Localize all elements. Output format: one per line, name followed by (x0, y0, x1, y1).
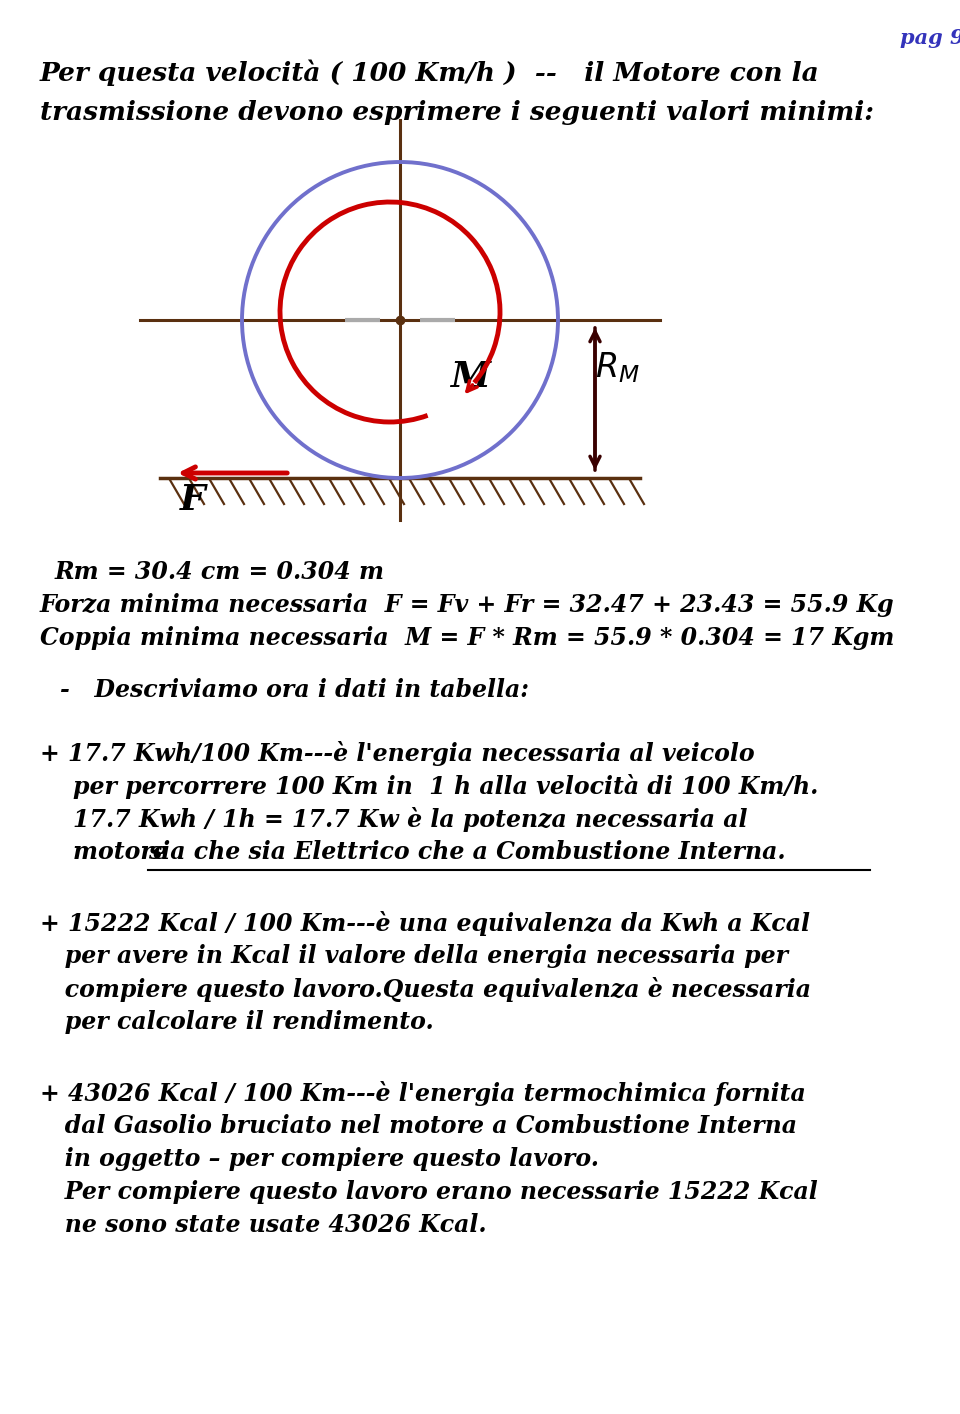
Text: + 43026 Kcal / 100 Km---è l'energia termochimica fornita: + 43026 Kcal / 100 Km---è l'energia term… (40, 1080, 805, 1106)
Text: per avere in Kcal il valore della energia necessaria per: per avere in Kcal il valore della energi… (40, 945, 788, 969)
Text: motore: motore (40, 840, 176, 864)
Text: 17.7 Kwh / 1h = 17.7 Kw è la potenza necessaria al: 17.7 Kwh / 1h = 17.7 Kw è la potenza nec… (40, 807, 748, 831)
Text: -   Descriviamo ora i dati in tabella:: - Descriviamo ora i dati in tabella: (60, 677, 529, 701)
Text: Rm = 30.4 cm = 0.304 m: Rm = 30.4 cm = 0.304 m (55, 560, 385, 584)
Text: + 15222 Kcal / 100 Km---è una equivalenza da Kwh a Kcal: + 15222 Kcal / 100 Km---è una equivalenz… (40, 911, 810, 936)
Text: $R_M$: $R_M$ (595, 351, 639, 385)
Text: Per questa velocità ( 100 Km/h )  --   il Motore con la: Per questa velocità ( 100 Km/h ) -- il M… (40, 59, 820, 86)
Text: per percorrere 100 Km in  1 h alla velocità di 100 Km/h.: per percorrere 100 Km in 1 h alla veloci… (40, 773, 818, 799)
Text: F: F (180, 484, 205, 518)
Text: Per compiere questo lavoro erano necessarie 15222 Kcal: Per compiere questo lavoro erano necessa… (40, 1181, 818, 1203)
Text: ne sono state usate 43026 Kcal.: ne sono state usate 43026 Kcal. (40, 1213, 487, 1237)
Text: sia che sia Elettrico che a Combustione Interna.: sia che sia Elettrico che a Combustione … (148, 840, 785, 864)
Text: + 17.7 Kwh/100 Km---è l'energia necessaria al veicolo: + 17.7 Kwh/100 Km---è l'energia necessar… (40, 741, 755, 766)
Text: pag 9: pag 9 (900, 28, 960, 48)
Text: dal Gasolio bruciato nel motore a Combustione Interna: dal Gasolio bruciato nel motore a Combus… (40, 1114, 797, 1138)
Text: per calcolare il rendimento.: per calcolare il rendimento. (40, 1010, 434, 1034)
Text: Coppia minima necessaria  M = F * Rm = 55.9 * 0.304 = 17 Kgm: Coppia minima necessaria M = F * Rm = 55… (40, 626, 895, 650)
Text: trasmissione devono esprimere i seguenti valori minimi:: trasmissione devono esprimere i seguenti… (40, 100, 874, 124)
Text: M: M (450, 361, 490, 395)
Text: Forza minima necessaria  F = Fv + Fr = 32.47 + 23.43 = 55.9 Kg: Forza minima necessaria F = Fv + Fr = 32… (40, 592, 895, 617)
Text: compiere questo lavoro.Questa equivalenza è necessaria: compiere questo lavoro.Questa equivalenz… (40, 977, 811, 1003)
Text: in oggetto – per compiere questo lavoro.: in oggetto – per compiere questo lavoro. (40, 1147, 599, 1171)
